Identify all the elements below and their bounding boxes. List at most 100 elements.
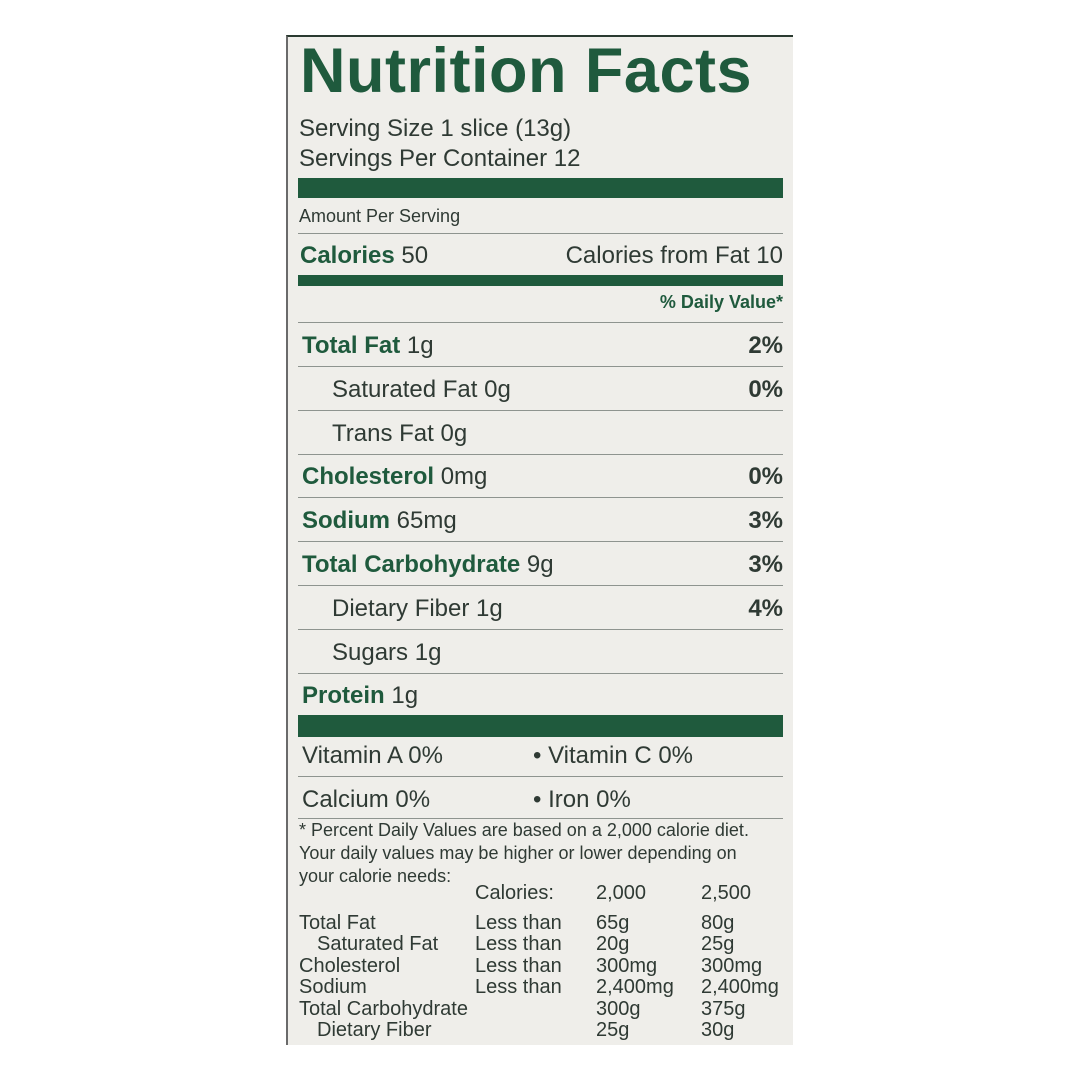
table-cell: 80g — [701, 911, 735, 934]
table-cell: 25g — [596, 1019, 630, 1041]
nutrient-daily-value: 0% — [748, 375, 783, 403]
calories-header: Calories: — [475, 882, 554, 904]
table-cell: Total Carbohydrate — [299, 997, 468, 1020]
daily-value-header: % Daily Value* — [659, 292, 783, 312]
table-cell: 375g — [701, 997, 746, 1020]
iron: • Iron 0% — [533, 786, 631, 813]
label-title: Nutrition Facts — [300, 36, 753, 106]
table-cell: 300mg — [701, 954, 763, 977]
col-2500: 2,500 — [701, 882, 752, 904]
nutrient-amount: 0mg — [440, 463, 488, 491]
vitamin-a: Vitamin A 0% — [302, 742, 443, 769]
table-cell: Less than — [475, 911, 562, 934]
divider — [298, 541, 783, 543]
nutrient-row: Sodium 65mg 3% — [298, 507, 783, 537]
nutrient-daily-value: 3% — [748, 507, 783, 535]
nutrient-amount: 0g — [484, 375, 511, 403]
nutrient-label: Saturated Fat 0g — [332, 376, 511, 404]
nutrient-daily-value: 2% — [748, 332, 783, 359]
calories-from-fat: Calories from Fat 10 — [565, 242, 783, 269]
table-cell: 300g — [596, 997, 641, 1020]
nutrient-daily-value: 0% — [748, 463, 783, 491]
divider — [298, 818, 783, 819]
nutrient-name: Saturated Fat — [332, 375, 478, 403]
table-cell: Cholesterol — [299, 954, 401, 977]
vitamin-row: Vitamin A 0% • Vitamin C 0% — [298, 742, 783, 772]
divider — [298, 409, 783, 411]
divider — [298, 776, 783, 777]
nutrient-row: Saturated Fat 0g 0% — [298, 376, 783, 406]
table-cell: Saturated Fat — [317, 933, 439, 955]
col-2000: 2,000 — [596, 882, 647, 904]
table-cell: 25g — [701, 933, 735, 955]
nutrient-name: Total Fat — [302, 332, 401, 359]
nutrient-label: Total Fat 1g — [302, 332, 434, 360]
footnote-line: Your daily values may be higher or lower… — [299, 843, 737, 863]
nutrient-name: Protein — [302, 682, 385, 710]
nutrient-name: Dietary Fiber — [332, 594, 470, 622]
servings-per-container: Servings Per Container 12 — [299, 145, 581, 172]
nutrient-row: Cholesterol 0mg 0% — [298, 463, 783, 493]
table-cell: 2,400mg — [701, 976, 779, 998]
calories-value: 50 — [401, 242, 429, 269]
nutrient-row: Total Carbohydrate 9g 3% — [298, 551, 783, 581]
vitamin-c: • Vitamin C 0% — [533, 742, 694, 769]
table-cell: Less than — [475, 976, 562, 998]
nutrient-amount: 1g — [414, 638, 442, 666]
nutrient-label: Total Carbohydrate 9g — [302, 551, 554, 579]
nutrient-row: Total Fat 1g 2% — [298, 332, 783, 362]
divider — [298, 497, 783, 499]
nutrient-amount: 1g — [476, 594, 503, 622]
nutrient-amount: 0g — [440, 419, 468, 447]
nutrient-amount: 65mg — [396, 507, 457, 535]
divider — [298, 322, 783, 323]
amount-per-serving: Amount Per Serving — [299, 206, 461, 226]
calcium: Calcium 0% — [302, 786, 431, 813]
thick-divider — [298, 715, 783, 737]
nutrient-label: Cholesterol 0mg — [302, 463, 487, 491]
table-cell: Total Fat — [299, 911, 376, 934]
divider — [298, 628, 783, 630]
medium-divider — [298, 275, 783, 286]
nutrient-amount: 1g — [391, 682, 419, 710]
divider — [298, 585, 783, 586]
divider — [298, 453, 783, 455]
divider — [298, 366, 783, 367]
nutrient-row: Dietary Fiber 1g 4% — [298, 595, 783, 625]
divider — [298, 672, 783, 674]
table-cell: 30g — [701, 1019, 735, 1041]
footnote-line: * Percent Daily Values are based on a 2,… — [299, 820, 749, 840]
table-cell: Less than — [475, 954, 562, 977]
nutrient-label: Dietary Fiber 1g — [332, 595, 503, 623]
nutrient-row: Protein 1g — [298, 682, 783, 712]
serving-size: Serving Size 1 slice (13g) — [299, 115, 572, 142]
nutrient-name: Total Carbohydrate — [302, 551, 521, 578]
nutrient-row: Trans Fat 0g — [298, 420, 783, 450]
table-cell: Dietary Fiber — [317, 1019, 432, 1041]
nutrient-label: Trans Fat 0g — [332, 420, 467, 448]
nutrient-label: Sugars 1g — [332, 639, 441, 667]
nutrient-amount: 1g — [406, 332, 434, 359]
nutrient-amount: 9g — [526, 551, 554, 578]
table-cell: 65g — [596, 911, 630, 934]
nutrient-name: Sodium — [302, 507, 390, 535]
footnote-line: your calorie needs: — [299, 866, 452, 886]
calories-label: Calories — [300, 242, 395, 269]
divider — [298, 233, 783, 234]
nutrient-label: Sodium 65mg — [302, 507, 457, 535]
footnote: * Percent Daily Values are based on a 2,… — [299, 819, 749, 888]
nutrient-name: Sugars — [332, 638, 409, 666]
nutrition-facts-label: Nutrition Facts Serving Size 1 slice (13… — [286, 35, 793, 1045]
nutrient-label: Protein 1g — [302, 682, 418, 710]
nutrient-daily-value: 3% — [748, 551, 783, 578]
nutrient-name: Trans Fat — [332, 419, 434, 447]
table-cell: 300mg — [596, 954, 658, 977]
table-cell: 2,400mg — [596, 976, 674, 998]
table-cell: 20g — [596, 933, 630, 955]
nutrient-name: Cholesterol — [302, 463, 435, 491]
table-cell: Sodium — [299, 976, 367, 998]
mineral-row: Calcium 0% • Iron 0% — [298, 786, 783, 816]
nutrient-daily-value: 4% — [748, 594, 783, 622]
calories-row: Calories 50 Calories from Fat 10 — [298, 242, 783, 272]
table-cell: Less than — [475, 933, 562, 955]
